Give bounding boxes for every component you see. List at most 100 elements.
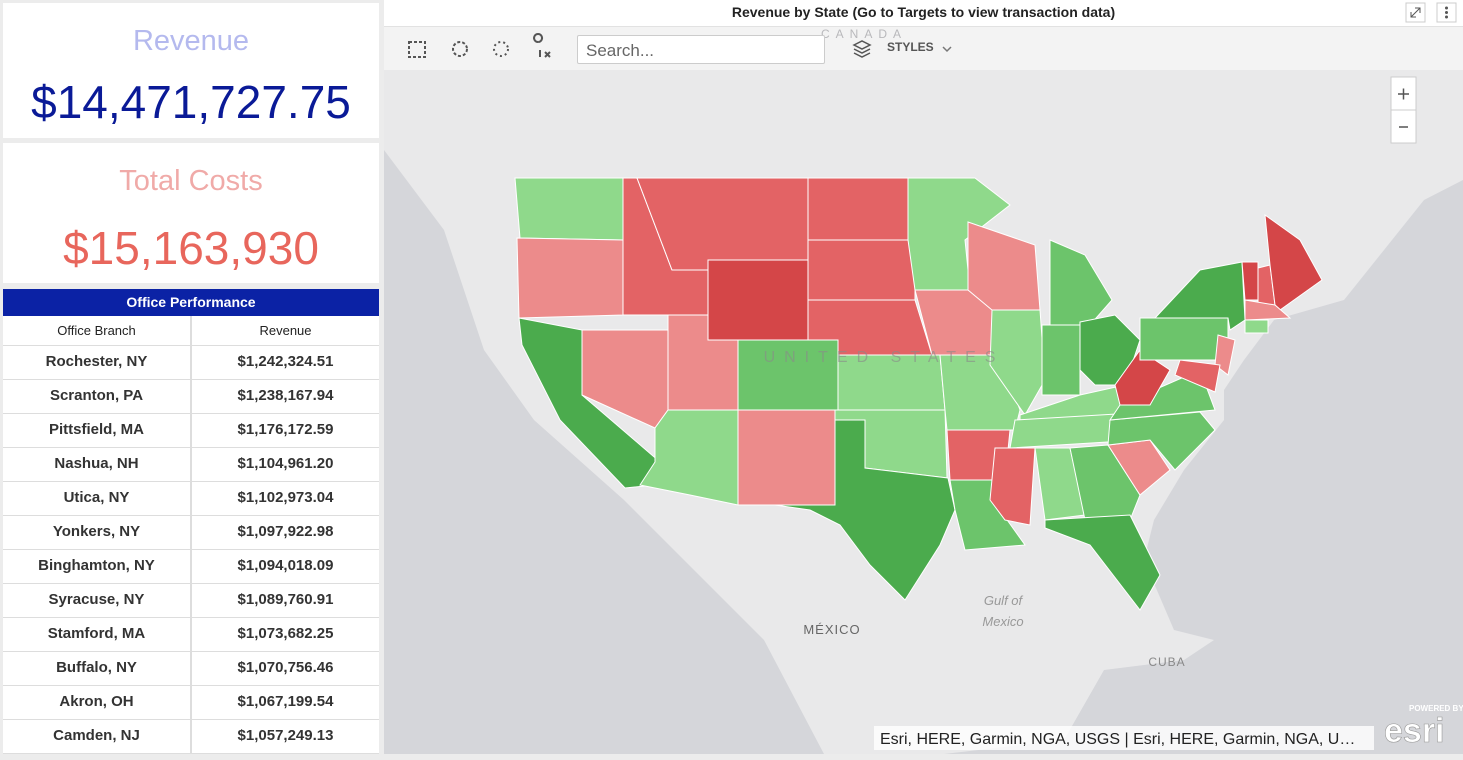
state-shape[interactable] [1044,514,1161,611]
kpi-value: $14,471,727.75 [31,76,351,128]
state-shape[interactable] [639,409,739,506]
branch-cell: Pittsfield, MA [48,421,144,438]
branch-cell: Yonkers, NY [52,523,141,540]
search-box[interactable]: Search... [577,35,825,64]
state-shape[interactable] [737,409,836,506]
states [514,177,1323,611]
revenue-cell: $1,176,172.59 [190,414,379,447]
table-row: Syracuse, NY $1,089,760.91 [3,584,379,618]
esri-logo: esri [1384,712,1445,750]
table-row: Binghamton, NY $1,094,018.09 [3,550,379,584]
revenue-cell: $1,089,760.91 [190,584,379,617]
table-row: Buffalo, NY $1,070,756.46 [3,652,379,686]
table-row: Scranton, PA $1,238,167.94 [3,380,379,414]
branch-cell: Stamford, MA [47,625,146,642]
map-label: Mexico [982,614,1023,629]
revenue-cell: $1,073,682.25 [190,618,379,651]
table-title: Office Performance [3,289,379,316]
dropdown-caret [942,46,952,53]
zoom-glyphs [1398,88,1409,128]
branch-cell: Scranton, PA [49,387,144,404]
state-shape[interactable] [1244,319,1269,334]
state-shape[interactable] [1109,369,1216,421]
state-shape[interactable] [1174,359,1221,393]
attribution-bg [874,726,1374,750]
logo-caption: POWERED BY [1409,704,1463,713]
attribution: Esri, HERE, Garmin, NGA, USGS | Esri, HE… [880,731,1355,748]
state-shape[interactable] [807,239,916,301]
menu-dot [1445,15,1448,19]
table-body: Rochester, NY $1,242,324.51 Scranton, PA $1… [3,346,379,754]
state-shape[interactable] [707,259,809,341]
state-shape[interactable] [1114,349,1171,406]
state-shape[interactable] [1041,324,1081,396]
revenue-cell: $1,067,199.54 [190,686,379,719]
map-label: UNITED STATES [764,349,1005,366]
costs-card: Total Costs $15,163,930 [3,143,379,283]
branch-cell: Syracuse, NY [48,591,145,608]
office-table: Office Performance Office Branch Revenue… [3,289,379,754]
zoom-control [1390,76,1417,144]
state-shape[interactable] [989,447,1036,526]
kpi-label: Total Costs [119,165,263,197]
column-header: Office Branch [57,323,136,338]
revenue-cell: $1,070,756.46 [190,652,379,685]
map-panel: Revenue by State (Go to Targets to view … [384,0,1463,754]
table-row: Stamford, MA $1,073,682.25 [3,618,379,652]
kpi-value: $15,163,930 [63,222,319,274]
map-label: Gulf of [984,593,1024,608]
clear-selection-tool[interactable] [533,33,551,58]
styles-button[interactable]: STYLES [887,40,934,54]
table-row: Camden, NJ $1,057,249.13 [3,720,379,754]
state-shape[interactable] [516,237,624,319]
table-row: Rochester, NY $1,242,324.51 [3,346,379,380]
state-shape[interactable] [1049,239,1113,326]
state-shape[interactable] [989,309,1046,416]
revenue-cell: $1,102,973.04 [190,482,379,515]
branch-cell: Camden, NJ [53,727,140,744]
menu-dot [1445,11,1448,14]
revenue-cell: $1,104,961.20 [190,448,379,481]
revenue-cell: $1,094,018.09 [190,550,379,583]
branch-cell: Nashua, NH [54,455,139,472]
table-row: Nashua, NH $1,104,961.20 [3,448,379,482]
layers-icon[interactable] [852,40,872,58]
toolbar-bg [384,27,1463,70]
table-row: Utica, NY $1,102,973.04 [3,482,379,516]
state-shape[interactable] [1107,411,1216,471]
branch-cell: Utica, NY [63,489,130,506]
branch-cell: Binghamton, NY [38,557,155,574]
revenue-cell: $1,097,922.98 [190,516,379,549]
table-row: Pittsfield, MA $1,176,172.59 [3,414,379,448]
branch-cell: Buffalo, NY [56,659,137,676]
kpi-label: Revenue [132,25,250,57]
revenue-cell: $1,238,167.94 [190,380,379,413]
map-title: Revenue by State (Go to Targets to view … [384,0,1463,27]
header-row: Office Branch Revenue [3,316,379,346]
rect-select-tool[interactable] [408,41,426,58]
state-shape[interactable] [514,177,624,241]
branch-cell: Rochester, NY [45,353,148,370]
map-label: CANADA [821,27,907,41]
state-shape[interactable] [807,177,909,241]
expand-icon [1410,7,1421,18]
branch-cell: Akron, OH [59,693,134,710]
revenue-cell: $1,057,249.13 [190,720,379,753]
state-shape[interactable] [1244,299,1292,321]
lasso-select-tool[interactable] [493,41,509,57]
revenue-cell: $1,242,324.51 [190,346,379,379]
table-row: Akron, OH $1,067,199.54 [3,686,379,720]
state-shape[interactable] [1069,444,1141,521]
column-header: Revenue [190,316,379,345]
map-label: MÉXICO [803,622,860,637]
circle-select-tool[interactable] [452,41,468,57]
state-shape[interactable] [1241,261,1259,301]
header-icons [1405,2,1457,23]
table-row: Yonkers, NY $1,097,922.98 [3,516,379,550]
menu-dot [1445,6,1448,10]
revenue-card: Revenue $14,471,727.75 [3,3,379,138]
state-shape[interactable] [1139,317,1229,361]
map-label: CUBA [1148,655,1185,669]
map-svg: CANADA UNITED STATES MÉXICO Gulf of Mexi… [384,2,1463,754]
